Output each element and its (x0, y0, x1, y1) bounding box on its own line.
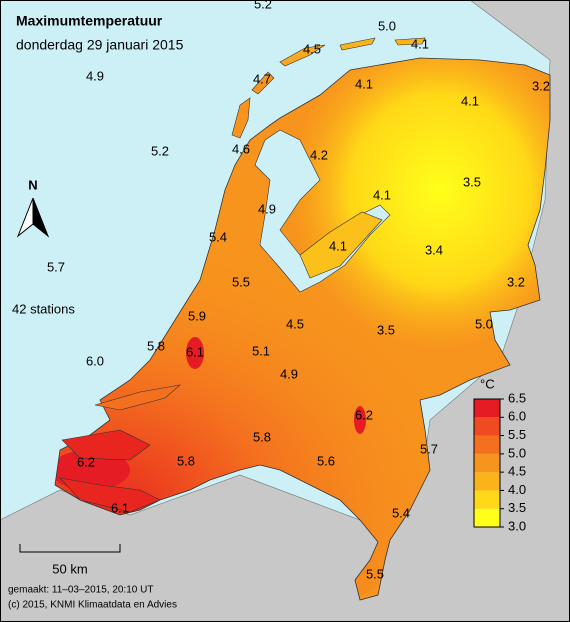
legend-tick-label: 3.0 (508, 518, 526, 533)
station-value: 4.7 (253, 71, 271, 86)
islands (61, 37, 426, 461)
station-value: 4.1 (329, 238, 347, 253)
station-value: 5.4 (209, 229, 227, 244)
station-value: 3.2 (532, 78, 550, 93)
legend-tick-label: 3.5 (508, 500, 526, 515)
station-value: 4.9 (258, 201, 276, 216)
legend-band (474, 508, 500, 527)
station-value: 5.7 (47, 259, 65, 274)
station-value: 6.1 (186, 344, 204, 359)
legend-tick-label: 5.5 (508, 427, 526, 442)
ijsselmeer (254, 129, 391, 293)
legend-unit: °C (480, 376, 495, 391)
station-value: 5.5 (366, 566, 384, 581)
station-value: 4.5 (303, 41, 321, 56)
scale-bar: 50 km (19, 544, 121, 576)
legend-band (474, 453, 500, 473)
legend-band (474, 472, 500, 491)
station-value: 3.2 (507, 274, 525, 289)
north-label: N (28, 177, 37, 192)
station-value: 6.0 (86, 353, 104, 368)
station-value: 4.9 (86, 68, 104, 83)
station-value: 5.0 (378, 18, 396, 33)
station-value: 6.2 (77, 454, 95, 469)
station-value: 5.8 (253, 429, 271, 444)
legend-band (474, 490, 500, 509)
station-value: 4.1 (411, 36, 429, 51)
station-value: 4.5 (286, 316, 304, 331)
legend-tick-label: 6.5 (508, 390, 526, 405)
legend-band (474, 417, 500, 436)
station-value: 5.7 (420, 441, 438, 456)
station-value: 4.6 (232, 141, 250, 156)
legend-band (474, 399, 500, 418)
station-value: 3.5 (463, 174, 481, 189)
scale-label: 50 km (52, 561, 87, 576)
stations: 5.2 5.0 4.1 4.5 4.9 4.7 4.1 4.1 3.2 5.2 4.6 4.2 4.1 3… (47, 0, 550, 581)
legend-tick-label: 6.0 (508, 409, 526, 424)
legend-tick-label: 5.0 (508, 445, 526, 460)
north-arrow: N (16, 177, 50, 238)
subtitle: donderdag 29 januari 2015 (16, 37, 184, 53)
legend-band (474, 435, 500, 454)
station-value: 5.2 (151, 143, 169, 158)
station-value: 3.4 (425, 242, 443, 257)
station-count: 42 stations (12, 301, 75, 316)
station-value: 5.9 (188, 308, 206, 323)
station-value: 4.1 (373, 187, 391, 202)
footer-copyright: (c) 2015, KNMI Klimaatdata en Advies (8, 600, 177, 611)
title: Maximumtemperatuur (16, 13, 163, 29)
legend-tick-label: 4.5 (508, 464, 526, 479)
station-value: 4.1 (461, 93, 479, 108)
station-value: 6.2 (355, 407, 373, 422)
footer-made: gemaakt: 11–03–2015, 20:10 UT (8, 585, 153, 596)
station-value: 4.1 (355, 76, 373, 91)
legend-frame (473, 398, 501, 528)
station-value: 5.6 (317, 453, 335, 468)
station-value: 5.5 (232, 274, 250, 289)
station-value: 5.0 (475, 316, 493, 331)
station-value: 4.9 (280, 366, 298, 381)
station-value: 5.1 (252, 343, 270, 358)
flevoland (299, 211, 383, 279)
station-value: 4.2 (310, 147, 328, 162)
zeeuws-vlaanderen (59, 477, 161, 513)
station-value: 6.1 (111, 500, 129, 515)
station-value: 5.8 (147, 338, 165, 353)
station-value: 5.4 (392, 505, 410, 520)
station-value: 5.8 (177, 453, 195, 468)
legend: 3.0 3.5 4.0 4.5 5.0 5.5 6.0 6.5 (473, 390, 526, 533)
station-value: 5.2 (254, 0, 272, 11)
station-value: 3.5 (377, 322, 395, 337)
legend-tick-label: 4.0 (508, 482, 526, 497)
